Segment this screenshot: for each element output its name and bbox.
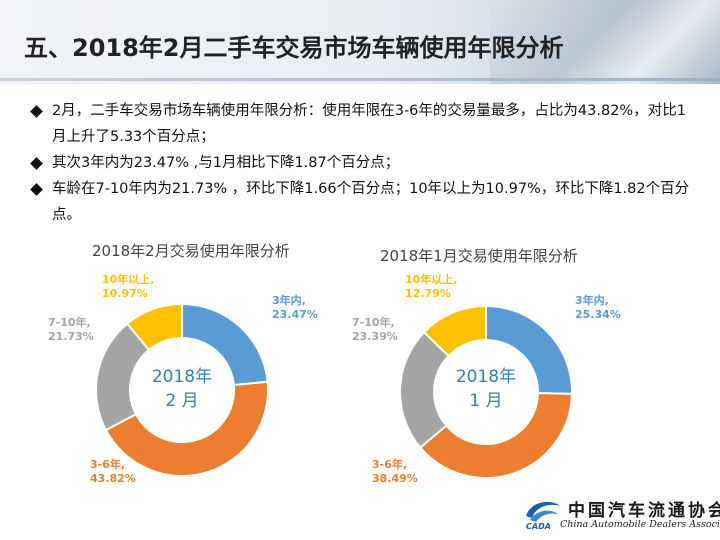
chart-title-jan: 2018年1月交易使用年限分析 (380, 247, 578, 265)
bullet-list: 2月，二手车交易市场车辆使用年限分析：使用年限在3-6年的交易量最多，占比为43… (30, 98, 690, 228)
bullet-text: 车龄在7-10年内为21.73% ，环比下降1.66个百分点；10年以上为10.… (52, 181, 690, 223)
data-label-feb-0: 3年内, 23.47% (272, 293, 318, 321)
data-label-jan-3: 10年以上, 12.79% (405, 272, 458, 300)
donut-slice-jan-1 (418, 392, 574, 479)
logo-abbreviation: CADA (526, 522, 551, 531)
logo-name-en: China Automobile Dealers Association (560, 519, 720, 530)
association-logo: CADA 中国汽车流通协会 China Automobile Dealers A… (520, 494, 720, 536)
center-label-jan-0: 2018年 (456, 367, 516, 387)
data-label-jan-1: 3-6年, 38.49% (372, 457, 418, 485)
header-banner: 五、2018年2月二手车交易市场车辆使用年限分析 (0, 0, 720, 84)
page-title: 五、2018年2月二手车交易市场车辆使用年限分析 (24, 34, 564, 62)
data-label-feb-3: 10年以上, 10.97% (102, 272, 155, 300)
donut-slice-feb-3 (125, 302, 183, 352)
data-label-feb-2: 7-10年, 21.73% (48, 315, 94, 343)
donut-slice-feb-1 (104, 380, 269, 477)
bullet-text: 2月，二手车交易市场车辆使用年限分析：使用年限在3-6年的交易量最多，占比为43… (52, 103, 686, 145)
header-decoration (490, 0, 720, 84)
bullet-item: 其次3年内为23.47% ,与1月相比下降1.87个百分点； (30, 150, 690, 176)
center-label-feb-1: 2 月 (165, 391, 198, 411)
header-divider (0, 78, 720, 81)
cada-logo-icon (526, 501, 560, 522)
data-label-jan-2: 7-10年, 23.39% (352, 315, 398, 343)
chart-title-feb: 2018年2月交易使用年限分析 (92, 242, 290, 260)
center-label-jan-1: 1 月 (469, 391, 502, 411)
data-label-feb-1: 3-6年, 43.82% (90, 457, 136, 485)
bullet-item: 车龄在7-10年内为21.73% ，环比下降1.66个百分点；10年以上为10.… (30, 176, 690, 228)
bullet-text: 其次3年内为23.47% ,与1月相比下降1.87个百分点； (52, 155, 400, 171)
bullet-item: 2月，二手车交易市场车辆使用年限分析：使用年限在3-6年的交易量最多，占比为43… (30, 98, 690, 150)
center-label-feb-0: 2018年 (152, 367, 212, 387)
data-label-jan-0: 3年内, 25.34% (575, 293, 621, 321)
logo-name-cn: 中国汽车流通协会 (568, 501, 720, 521)
donut-slice-jan-3 (422, 304, 487, 358)
